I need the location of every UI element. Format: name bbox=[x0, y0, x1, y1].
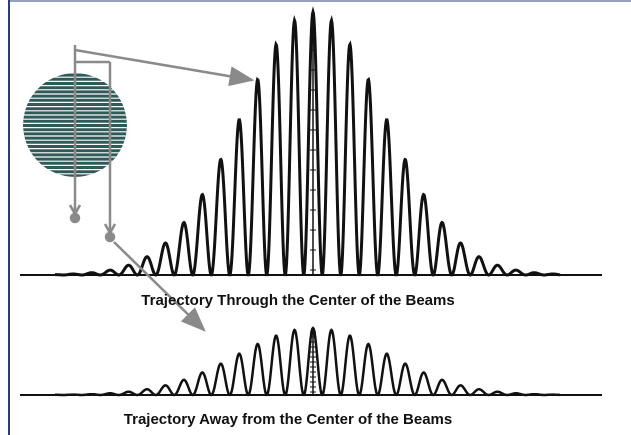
caption-bottom: Trajectory Away from the Center of the B… bbox=[124, 411, 452, 428]
caption-top: Trajectory Through the Center of the Bea… bbox=[141, 292, 454, 309]
figure: Trajectory Through the Center of the Bea… bbox=[0, 0, 631, 435]
